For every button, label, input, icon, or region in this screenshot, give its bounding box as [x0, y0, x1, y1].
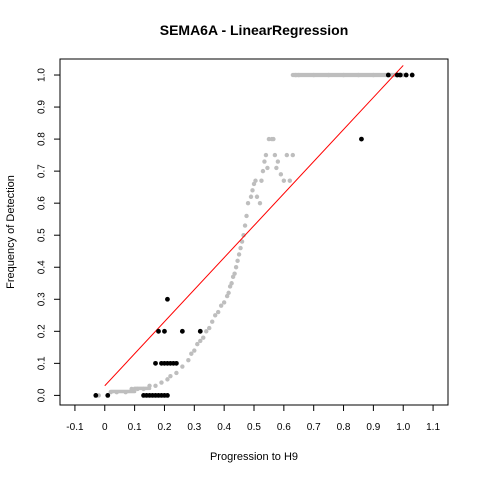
y-tick-label: 0.3 — [37, 292, 48, 306]
smoothed-point — [233, 265, 239, 270]
observed-point — [174, 360, 179, 366]
smoothed-point — [272, 152, 278, 158]
smoothed-point — [263, 152, 269, 158]
x-tick-label: 0.7 — [307, 422, 321, 433]
smoothed-point — [207, 325, 212, 331]
y-tick-label: 0.9 — [37, 100, 48, 114]
smoothed-point — [253, 178, 258, 183]
smoothed-point — [275, 159, 281, 164]
smoothed-point — [248, 194, 254, 199]
observed-point — [156, 328, 161, 334]
smoothed-point — [235, 258, 240, 264]
smoothed-point — [159, 380, 164, 385]
x-tick-label: 0.8 — [337, 422, 351, 433]
smoothed-point — [210, 319, 215, 324]
smoothed-point — [168, 373, 173, 379]
smoothed-point — [226, 290, 231, 296]
regression-line-group — [104, 65, 404, 387]
smoothed-point — [229, 281, 234, 286]
x-axis-label: Progression to H9 — [210, 451, 298, 463]
y-tick-label: 1.0 — [37, 68, 48, 82]
observed-point — [385, 72, 391, 78]
observed-point — [162, 328, 167, 334]
smoothed-point — [215, 309, 221, 315]
smoothed-point — [290, 152, 295, 158]
observed-point — [165, 392, 170, 398]
observed-point — [197, 328, 203, 334]
regression-line — [104, 65, 404, 387]
chart-title: SEMA6A - LinearRegression — [160, 22, 349, 38]
smoothed-point — [260, 168, 266, 174]
y-tick-label: 0.5 — [37, 228, 48, 242]
x-tick-label: -0.1 — [66, 422, 84, 433]
observed-points — [93, 72, 415, 398]
smoothed-point — [278, 172, 284, 177]
smoothed-point — [242, 223, 248, 228]
x-tick-label: 0.1 — [128, 422, 142, 433]
y-axis: 0.0 0.1 0.2 0.3 0.4 0.5 0.6 0.7 0.8 0.9 1.0 — [37, 68, 60, 402]
smoothed-point — [186, 357, 191, 363]
smoothed-point — [213, 313, 218, 318]
y-axis-label: Frequency of Detection — [5, 175, 17, 289]
smoothed-point — [239, 239, 245, 244]
x-tick-label: 0.2 — [158, 422, 172, 433]
smoothed-point — [271, 136, 276, 142]
observed-point — [397, 72, 403, 78]
smoothed-point — [245, 200, 251, 206]
x-tick-label: 0.9 — [366, 422, 380, 433]
smoothed-point — [165, 377, 170, 382]
smoothed-point — [195, 341, 200, 347]
y-tick-label: 0.1 — [37, 356, 48, 370]
y-tick-label: 0.4 — [37, 260, 48, 274]
smoothed-point — [236, 252, 242, 257]
x-tick-label: 1.1 — [426, 422, 440, 433]
smoothed-point — [259, 178, 264, 183]
smoothed-point — [180, 364, 185, 369]
x-axis: -0.1 0 0.1 0.2 0.3 0.4 0.5 0.6 0.7 0.8 0.9 1.0 1.1 — [66, 405, 440, 433]
smoothed-point — [201, 335, 206, 340]
smoothed-point — [189, 351, 194, 356]
smoothed-point — [153, 383, 158, 388]
plot-frame — [59, 58, 449, 406]
x-tick-label: 1.0 — [396, 422, 410, 433]
observed-point — [93, 392, 99, 398]
x-tick-label: 0 — [102, 422, 108, 433]
observed-point — [153, 360, 158, 366]
observed-point — [165, 296, 170, 302]
y-tick-label: 0.0 — [37, 388, 48, 402]
smoothed-point — [204, 329, 209, 334]
y-tick-label: 0.8 — [37, 132, 48, 146]
smoothed-point — [174, 370, 179, 376]
smoothed-point — [244, 213, 249, 219]
observed-point — [179, 328, 185, 334]
observed-point — [409, 72, 415, 78]
smoothed-points — [96, 72, 406, 398]
smoothed-point — [250, 188, 255, 193]
y-tick-label: 0.7 — [37, 164, 48, 178]
x-tick-label: 0.3 — [187, 422, 201, 433]
x-tick-label: 0.6 — [277, 422, 291, 433]
smoothed-point — [192, 348, 197, 353]
smoothed-point — [221, 300, 227, 305]
smoothed-point — [265, 165, 270, 171]
smoothed-point — [232, 271, 237, 276]
smoothed-point — [274, 165, 279, 171]
x-tick-label: 0.5 — [247, 422, 261, 433]
smoothed-point — [281, 178, 287, 183]
smoothed-point — [284, 152, 290, 158]
y-tick-label: 0.6 — [37, 196, 48, 210]
smoothed-point — [218, 303, 224, 308]
smoothed-point — [254, 194, 260, 199]
smoothed-point — [262, 159, 267, 164]
observed-point — [403, 72, 409, 78]
observed-point — [359, 136, 364, 142]
observed-point — [105, 392, 111, 398]
smoothed-point — [257, 200, 263, 206]
smoothed-point — [238, 245, 243, 251]
x-tick-label: 0.4 — [217, 422, 231, 433]
smoothed-point — [287, 178, 293, 183]
smoothed-point — [198, 338, 203, 344]
y-tick-label: 0.2 — [37, 324, 48, 338]
